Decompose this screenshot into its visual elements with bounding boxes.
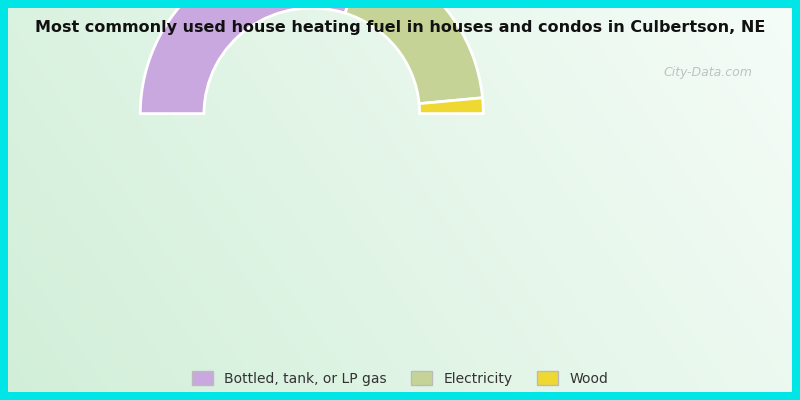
Text: City-Data.com: City-Data.com: [664, 66, 753, 78]
Wedge shape: [140, 0, 365, 114]
Wedge shape: [419, 98, 483, 114]
Wedge shape: [345, 0, 482, 104]
Legend: Bottled, tank, or LP gas, Electricity, Wood: Bottled, tank, or LP gas, Electricity, W…: [186, 366, 614, 391]
Text: Most commonly used house heating fuel in houses and condos in Culbertson, NE: Most commonly used house heating fuel in…: [35, 20, 765, 34]
